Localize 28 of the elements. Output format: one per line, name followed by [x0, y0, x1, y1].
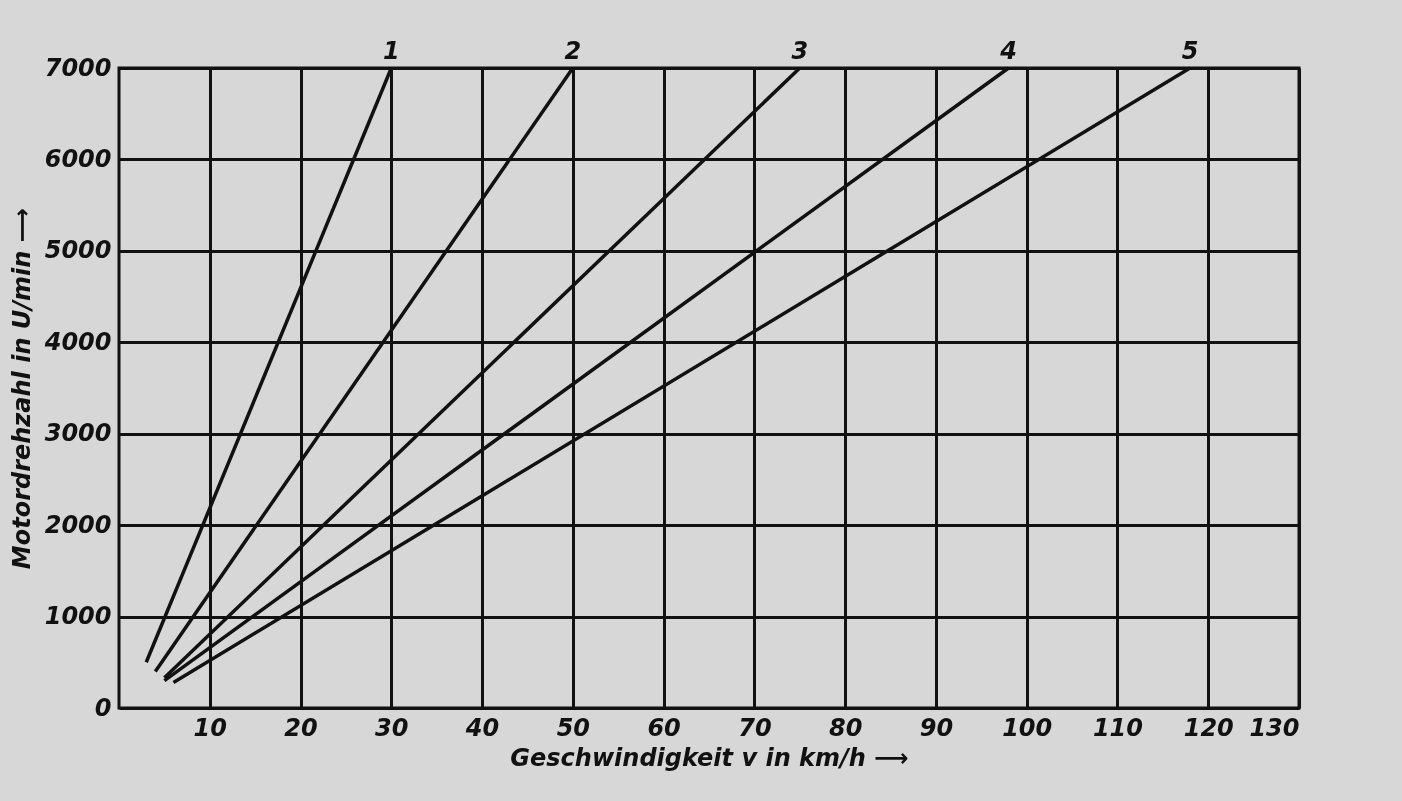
- y-tick-label: 5000: [44, 236, 112, 265]
- y-tick-label: 1000: [44, 602, 112, 631]
- x-tick-label: 90: [919, 713, 954, 742]
- x-tick-label: 120: [1183, 713, 1234, 742]
- series-label: 2: [564, 37, 582, 65]
- series-label: 4: [999, 37, 1017, 65]
- y-tick-label: 6000: [44, 144, 112, 173]
- x-tick-label: 70: [738, 713, 772, 742]
- x-axis-title: Geschwindigkeit v in km/h ⟶: [510, 743, 909, 772]
- series-label: 1: [382, 37, 400, 65]
- x-tick-label: 10: [193, 713, 227, 742]
- y-tick-label: 0: [94, 693, 112, 722]
- y-tick-label: 4000: [43, 327, 112, 356]
- x-tick-label: 60: [647, 713, 681, 742]
- y-tick-label: 3000: [44, 419, 112, 448]
- x-tick-label: 130: [1249, 713, 1300, 742]
- x-tick-label: 40: [464, 713, 500, 742]
- series-label: 5: [1181, 37, 1199, 65]
- x-tick-label: 100: [1002, 713, 1053, 742]
- x-tick-label: 20: [284, 713, 318, 742]
- x-tick-label: 110: [1092, 713, 1144, 742]
- x-tick-label: 30: [375, 713, 409, 742]
- x-tick-label: 80: [828, 713, 863, 742]
- y-axis-title: Motordrehzahl in U/min ⟶: [7, 207, 36, 570]
- series-label: 3: [791, 37, 809, 65]
- x-tick-label: 50: [556, 713, 591, 742]
- y-tick-label: 2000: [44, 510, 112, 539]
- y-tick-label: 7000: [44, 53, 112, 82]
